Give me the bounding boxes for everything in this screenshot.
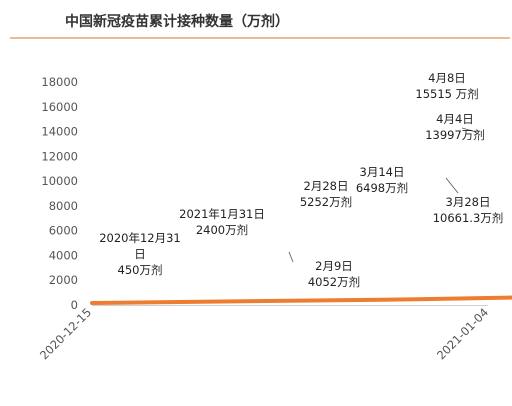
annotation-text: 3月28日 — [446, 195, 491, 209]
annotation-leader-line — [461, 127, 477, 133]
annotation-text: 5252万剂 — [300, 195, 352, 209]
annotation: 2020年12月31 日 450万剂 — [99, 231, 181, 277]
annotation: 2月9日 4052万剂 — [308, 259, 360, 289]
y-axis-ticks: 0 2000 4000 6000 8000 10000 12000 14000 16000 180… — [41, 75, 78, 312]
y-tick-label: 4000 — [49, 248, 78, 262]
annotation-text: 2月9日 — [315, 259, 353, 273]
annotation-text: 4月4日 — [436, 112, 474, 126]
y-tick-label: 10000 — [41, 174, 78, 188]
x-tick-label: 2021-01-04 — [434, 305, 491, 362]
annotation-leaders — [288, 127, 477, 263]
annotation: 4月4日 13997万剂 — [425, 112, 485, 142]
annotation-text: 2020年12月31 — [99, 231, 181, 245]
y-tick-label: 14000 — [41, 125, 78, 139]
y-tick-label: 6000 — [49, 224, 78, 238]
y-tick-label: 8000 — [49, 199, 78, 213]
annotation-leader-line — [288, 251, 294, 263]
annotation: 2021年1月31日 2400万剂 — [179, 207, 265, 237]
x-tick-label: 2020-12-15 — [37, 305, 94, 362]
annotation-text: 3月14日 — [360, 165, 405, 179]
annotation: 3月28日 10661.3万剂 — [433, 195, 504, 225]
y-tick-label: 12000 — [41, 149, 78, 163]
annotation-text: 2400万剂 — [196, 223, 248, 237]
chart-title: 中国新冠疫苗累计接种数量（万剂） — [65, 13, 289, 30]
annotation-text: 日 — [134, 247, 146, 261]
annotation-text: 2021年1月31日 — [179, 207, 265, 221]
annotation-text: 450万剂 — [118, 263, 163, 277]
annotation-text: 15515 万剂 — [415, 87, 478, 101]
annotation-text: 10661.3万剂 — [433, 211, 504, 225]
annotation-text: 4月8日 — [428, 71, 466, 85]
annotation: 3月14日 6498万剂 — [356, 165, 408, 195]
annotation-text: 6498万剂 — [356, 181, 408, 195]
annotation: 4月8日 15515 万剂 — [415, 71, 478, 101]
annotation-text: 13997万剂 — [425, 128, 485, 142]
y-tick-label: 2000 — [49, 273, 78, 287]
annotation-text: 2月28日 — [304, 179, 349, 193]
annotation-text: 4052万剂 — [308, 275, 360, 289]
y-tick-label: 18000 — [41, 75, 78, 89]
y-tick-label: 0 — [71, 298, 78, 312]
annotation-leader-line — [445, 177, 459, 194]
y-tick-label: 16000 — [41, 100, 78, 114]
annotations: 2020年12月31 日 450万剂 2021年1月31日 2400万剂 2月9日 4052… — [99, 71, 503, 289]
annotation: 2月28日 5252万剂 — [300, 179, 352, 209]
x-axis-ticks: 2020-12-152021-01-042021-01-242021-02-13… — [37, 305, 491, 362]
